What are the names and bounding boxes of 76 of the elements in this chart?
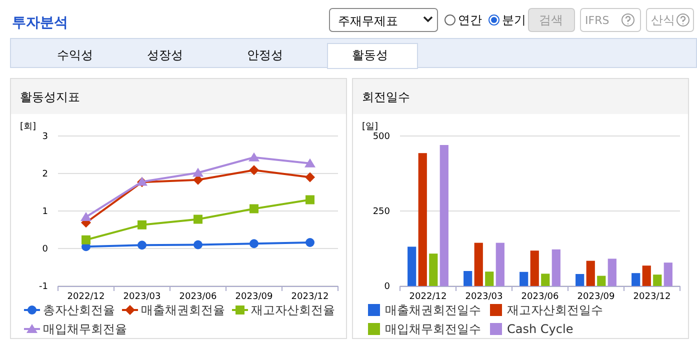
text: 안정성: [247, 48, 283, 62]
bar: [496, 242, 504, 286]
legend-label: 매출채권회전율: [141, 303, 225, 317]
point: [194, 240, 202, 250]
legend-label: 재고자산회전일수: [507, 303, 603, 317]
y-tick-label: 1: [42, 207, 48, 217]
point: [82, 235, 90, 244]
x-tick-label: 2023/03: [123, 292, 161, 302]
point: [194, 214, 202, 224]
text: 분기: [502, 13, 526, 27]
y-tick-label: 250: [372, 207, 390, 217]
x-tick-label: 2023/03: [465, 292, 503, 302]
bar: [530, 250, 539, 286]
bar: [541, 274, 550, 286]
text: 성장성: [147, 48, 183, 62]
bar: [586, 260, 595, 286]
x-tick-label: 2023/06: [179, 292, 217, 302]
point: [250, 204, 258, 214]
legend-label: 총자산회전율: [43, 303, 115, 317]
text: IFRS: [585, 14, 610, 27]
bar: [608, 258, 616, 286]
y-axis-title: [회]: [20, 122, 36, 132]
legend-label: 매입채무회전율: [43, 322, 127, 336]
point: [304, 158, 316, 168]
y-axis-title: [일]: [362, 122, 378, 132]
bar: [474, 242, 483, 286]
bar: [597, 276, 606, 286]
text: 검색: [539, 13, 563, 27]
bar: [440, 145, 448, 286]
y-tick-label: 3: [42, 132, 48, 142]
x-tick-label: 2023/09: [235, 292, 273, 302]
point: [138, 220, 146, 230]
bar: [632, 273, 640, 286]
bar: [653, 274, 662, 286]
point: [248, 152, 260, 162]
x-tick-label: 2022/12: [67, 292, 105, 302]
bar: [429, 254, 438, 286]
text: 투자분석: [12, 15, 68, 31]
y-tick-label: -1: [39, 282, 48, 292]
text: 수익성: [57, 48, 93, 62]
text: 주재무제표: [338, 14, 398, 28]
y-tick-label: 0: [42, 244, 48, 254]
bar: [576, 274, 584, 286]
text: 활동성: [352, 48, 388, 62]
bar: [485, 272, 494, 286]
bar: [418, 153, 427, 286]
bar: [520, 272, 528, 286]
point: [250, 239, 258, 248]
point: [306, 195, 314, 204]
legend-label: Cash Cycle: [507, 322, 574, 336]
bar: [664, 262, 672, 286]
text: 산식: [651, 13, 675, 27]
chart-title: 회전일수: [362, 90, 410, 104]
text: 연간: [458, 13, 482, 27]
chart-title: 활동성지표: [20, 90, 80, 104]
legend-label: 매출채권회전일수: [385, 303, 481, 317]
bar: [464, 271, 472, 286]
point: [249, 165, 259, 176]
y-tick-label: 0: [384, 282, 390, 292]
bar: [642, 266, 651, 286]
y-tick-label: 2: [42, 170, 48, 180]
point: [80, 212, 92, 221]
bar: [408, 246, 416, 286]
y-tick-label: 500: [372, 132, 390, 142]
x-tick-label: 2022/12: [409, 292, 447, 302]
point: [305, 172, 315, 182]
x-tick-label: 2023/12: [633, 292, 671, 302]
legend-label: 매입채무회전일수: [385, 322, 481, 336]
point: [306, 238, 314, 247]
x-tick-label: 2023/06: [521, 292, 559, 302]
legend-label: 재고자산회전율: [251, 303, 335, 317]
x-tick-label: 2023/12: [291, 292, 329, 302]
point: [138, 240, 146, 250]
x-tick-label: 2023/09: [577, 292, 615, 302]
point: [192, 168, 204, 177]
bar: [552, 249, 560, 286]
